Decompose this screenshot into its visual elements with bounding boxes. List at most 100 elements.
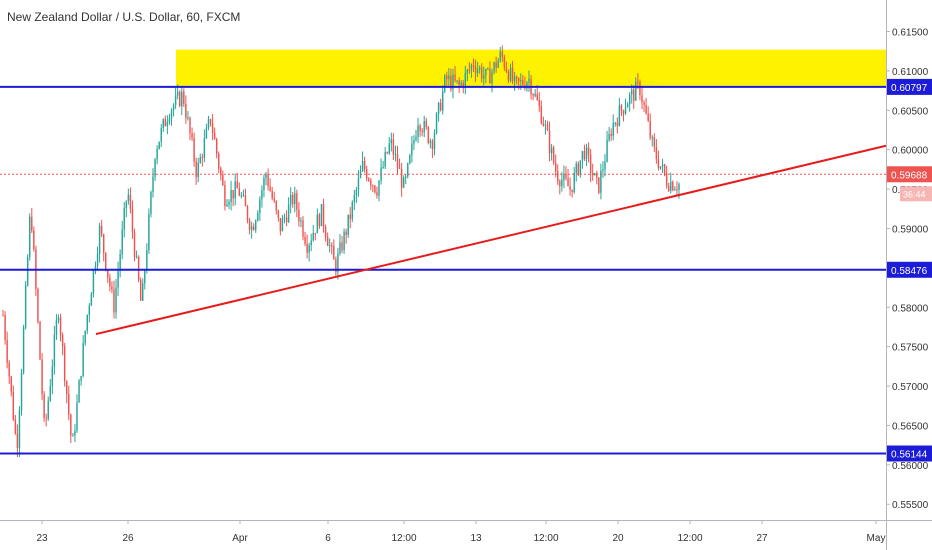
candle-body xyxy=(207,119,210,128)
candle-body xyxy=(493,62,495,72)
y-tick-label: 0.60000 xyxy=(892,146,929,157)
x-tick-label: 13 xyxy=(470,533,482,544)
candle-body xyxy=(507,71,510,81)
x-tick-label: 26 xyxy=(122,533,134,544)
candle-body xyxy=(448,75,450,80)
candle-body xyxy=(205,127,208,139)
candle-body xyxy=(620,105,623,111)
candle-body xyxy=(39,321,41,360)
candle-body xyxy=(285,217,288,223)
candle-body xyxy=(509,67,512,81)
x-tick-label: 20 xyxy=(612,533,624,544)
candle-body xyxy=(166,122,169,127)
candle-body xyxy=(331,245,333,247)
countdown-tag xyxy=(900,186,932,202)
candle-body xyxy=(476,69,479,73)
candle-body xyxy=(411,143,413,156)
candle-body xyxy=(302,220,304,237)
candle-body xyxy=(259,199,261,214)
candle-body xyxy=(224,185,226,207)
candle-body xyxy=(462,82,464,88)
candle-body xyxy=(96,253,99,266)
candle-body xyxy=(557,171,559,182)
candle-body xyxy=(232,189,234,199)
candle-body xyxy=(154,159,156,177)
candle-body xyxy=(8,362,10,377)
candle-body xyxy=(230,189,232,203)
candle-body xyxy=(213,132,216,140)
candle-body xyxy=(639,81,641,96)
candle-body xyxy=(544,124,547,126)
candle-body xyxy=(287,204,290,223)
candle-body xyxy=(183,91,185,105)
candle-body xyxy=(111,286,113,290)
candle-body xyxy=(304,236,306,244)
candle-body xyxy=(517,77,520,82)
candle-body xyxy=(76,402,78,431)
candle-body xyxy=(158,141,160,150)
candle-body xyxy=(378,180,380,196)
candle-body xyxy=(351,202,354,219)
candle-body xyxy=(464,73,467,88)
candle-body xyxy=(520,79,522,82)
candle-body xyxy=(289,194,292,205)
candle-body xyxy=(394,154,397,156)
candle-body xyxy=(606,139,608,162)
candle-body xyxy=(117,270,119,288)
candle-body xyxy=(674,189,676,191)
candle-body xyxy=(407,163,409,177)
candle-body xyxy=(156,149,158,160)
candle-body xyxy=(252,226,255,230)
candle-body xyxy=(600,170,602,193)
candle-body xyxy=(501,51,504,57)
candle-body xyxy=(174,95,177,106)
candle-body xyxy=(244,195,247,207)
candle-body xyxy=(16,433,19,448)
candle-body xyxy=(78,380,80,403)
y-tick-label: 0.57500 xyxy=(892,343,929,354)
candle-body xyxy=(203,138,206,158)
candle-body xyxy=(499,51,501,61)
candle-body xyxy=(107,269,109,278)
candle-body xyxy=(635,81,637,101)
candle-body xyxy=(267,174,269,187)
candle-body xyxy=(322,204,325,227)
candle-body xyxy=(653,137,656,147)
candle-body xyxy=(511,67,514,82)
candle-body xyxy=(396,154,399,168)
candle-body xyxy=(374,185,376,193)
candle-body xyxy=(53,334,56,367)
candle-body xyxy=(12,391,15,420)
candle-body xyxy=(345,231,347,235)
candle-body xyxy=(478,67,481,70)
candle-body xyxy=(536,93,538,100)
candle-body xyxy=(409,155,411,164)
candle-body xyxy=(242,195,245,197)
candle-body xyxy=(633,89,635,101)
candle-body xyxy=(433,133,436,150)
candle-body xyxy=(577,163,580,175)
candle-body xyxy=(211,123,214,133)
candle-body xyxy=(240,195,243,197)
candle-body xyxy=(318,214,321,227)
candle-body xyxy=(300,220,302,222)
candle-body xyxy=(563,173,565,180)
level-price-tag xyxy=(887,78,932,95)
candle-body xyxy=(353,195,356,203)
level-price-label: 0.58476 xyxy=(891,266,928,277)
x-tick-label: Apr xyxy=(232,533,248,544)
candle-body xyxy=(491,71,493,84)
candle-body xyxy=(160,128,162,142)
candle-body xyxy=(624,107,627,114)
candle-body xyxy=(281,218,284,232)
candle-body xyxy=(534,93,536,96)
x-tick-label: 27 xyxy=(756,533,768,544)
candle-body xyxy=(65,381,68,394)
candle-body xyxy=(361,160,364,171)
candle-body xyxy=(503,56,506,68)
candle-body xyxy=(540,106,543,124)
y-tick-label: 0.58000 xyxy=(892,303,929,314)
candle-body xyxy=(608,133,610,140)
candle-body xyxy=(392,139,395,155)
